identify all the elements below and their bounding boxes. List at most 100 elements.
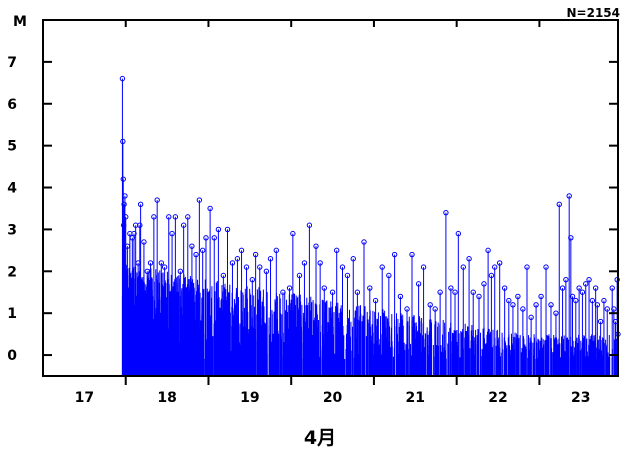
data-point [569, 293, 576, 300]
x-tick-label: 17 [75, 390, 94, 406]
plot-frame [42, 19, 619, 377]
data-point [601, 297, 607, 304]
data-point [594, 302, 601, 308]
data-point [215, 226, 222, 233]
data-point [185, 214, 191, 220]
data-point [568, 235, 574, 241]
x-tick-label: 21 [406, 390, 425, 406]
y-axis-label: M [13, 14, 27, 30]
data-point [604, 306, 610, 312]
data-point [576, 285, 582, 291]
data-point [120, 138, 126, 145]
data-point [329, 289, 336, 295]
data-point [437, 289, 443, 295]
x-tick-label: 18 [157, 390, 176, 406]
data-point [263, 268, 270, 274]
data-point [120, 176, 126, 182]
data-point [189, 243, 195, 249]
data-point [404, 306, 410, 312]
data-point [579, 289, 586, 295]
y-tick-label: 2 [7, 264, 17, 280]
data-point [177, 268, 184, 274]
data-point [119, 75, 126, 82]
y-tick-label: 6 [7, 97, 17, 113]
data-point [556, 201, 562, 207]
data-point [234, 256, 241, 262]
data-point [211, 235, 217, 241]
data-point [151, 214, 157, 220]
data-point [334, 247, 340, 254]
data-point [306, 222, 313, 228]
data-point [420, 264, 427, 270]
data-point [361, 239, 367, 245]
data-point [243, 264, 250, 270]
data-point [460, 264, 466, 270]
data-point [432, 306, 438, 312]
data-point [481, 281, 487, 287]
data-point [144, 268, 150, 274]
data-point [121, 201, 127, 207]
data-point [452, 289, 458, 295]
data-point [543, 264, 549, 270]
data-point [506, 297, 512, 304]
x-tick-label: 20 [323, 390, 343, 406]
data-point [528, 314, 534, 321]
data-point [180, 222, 187, 228]
data-point [524, 264, 530, 270]
data-point [443, 209, 449, 216]
chart-marks [119, 75, 621, 376]
data-point [252, 251, 259, 258]
data-point [501, 285, 508, 291]
y-tick-label: 1 [7, 306, 17, 322]
data-point [427, 302, 433, 308]
data-point [286, 285, 293, 291]
data-point [249, 276, 256, 283]
data-point [203, 235, 209, 241]
data-point [220, 272, 227, 279]
data-point [553, 310, 559, 316]
data-point [257, 264, 263, 270]
dense-events [121, 264, 619, 376]
y-tick-label: 0 [7, 348, 17, 364]
data-point [589, 297, 596, 304]
data-point [533, 302, 539, 308]
data-point [350, 256, 356, 262]
x-tick-label: 23 [571, 390, 590, 406]
data-point [515, 293, 521, 300]
data-point [229, 260, 236, 266]
data-point [280, 289, 286, 295]
data-point [290, 230, 296, 237]
data-point [158, 260, 165, 266]
data-point [193, 251, 199, 258]
data-point [166, 214, 172, 220]
data-point [597, 318, 604, 325]
count-label: N=2154 [567, 6, 621, 20]
data-point [172, 214, 179, 220]
data-point [196, 197, 203, 203]
data-point [466, 256, 472, 262]
data-point [141, 239, 147, 245]
data-point [470, 289, 476, 295]
data-point [317, 260, 323, 266]
data-point [386, 272, 392, 279]
data-point [397, 293, 404, 300]
data-point [137, 201, 144, 207]
x-axis-title: 4月 [304, 427, 336, 449]
data-point [583, 281, 589, 287]
x-tick-label: 22 [488, 390, 507, 406]
data-point [415, 281, 422, 287]
data-point [339, 264, 346, 270]
data-point [492, 264, 498, 270]
data-point [566, 193, 572, 199]
data-point [238, 247, 245, 254]
data-point [224, 226, 231, 233]
data-point [563, 276, 569, 283]
x-tick-label: 19 [240, 390, 259, 406]
data-point [391, 251, 398, 258]
data-point [611, 306, 617, 312]
data-point [455, 230, 462, 237]
data-point [199, 247, 206, 254]
data-point [592, 285, 599, 291]
y-tick-label: 3 [7, 222, 17, 238]
data-point [609, 285, 615, 291]
